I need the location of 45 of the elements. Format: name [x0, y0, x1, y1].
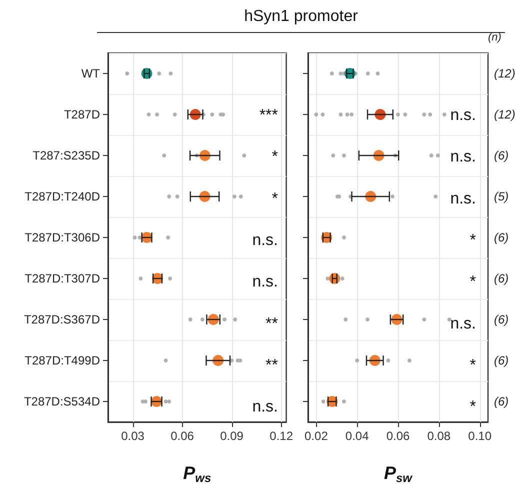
y-tick-label: T287D:T240D	[24, 190, 100, 204]
x-tick-label: 0.06	[386, 429, 410, 443]
y2-axis-title: (n)	[488, 32, 502, 44]
x-tick-label: 0.02	[304, 429, 328, 443]
annotation: *	[470, 398, 476, 416]
annotation: *	[272, 190, 278, 208]
annotation: *	[470, 357, 476, 374]
annotation: **	[266, 357, 278, 374]
annotation: n.s.	[450, 107, 476, 124]
annotation: n.s.	[450, 315, 476, 332]
y2-tick-label: (5)	[494, 190, 509, 204]
y2-tick-label: (6)	[494, 272, 509, 286]
x-tick-label: 0.12	[270, 429, 294, 443]
annotation: *	[272, 148, 278, 166]
y-tick-label: WT	[81, 66, 101, 80]
y2-tick-label: (6)	[494, 394, 509, 408]
y-tick-label: T287D:T306D	[24, 230, 100, 244]
y2-tick-label: (6)	[494, 230, 509, 244]
y-tick-label: T287D	[64, 108, 100, 122]
annotation: n.s.	[450, 148, 476, 166]
annotation: n.s.	[450, 190, 476, 208]
y-tick-label: T287:S235D	[32, 148, 100, 162]
annotation: n.s.	[252, 398, 278, 416]
annotation: n.s.	[252, 232, 278, 249]
y-tick-label: T287D:T307D	[24, 272, 100, 286]
x-tick-label: 0.10	[468, 429, 492, 443]
annotation: ***	[259, 107, 278, 124]
x-tick-label: 0.08	[427, 429, 451, 443]
annotation: *	[470, 274, 476, 291]
y2-tick-label: (6)	[494, 354, 509, 368]
y2-tick-label: (12)	[494, 66, 516, 80]
chart-title: hSyn1 promoter	[97, 8, 505, 33]
y-tick-label: T287D:S367D	[24, 312, 100, 326]
y2-tick-label: (12)	[494, 108, 516, 122]
annotation: **	[266, 315, 278, 332]
y-tick-label: T287D:T499D	[24, 354, 100, 368]
x-tick-label: 0.03	[121, 429, 145, 443]
y2-tick-label: (6)	[494, 148, 509, 162]
annotation: n.s.	[252, 274, 278, 291]
x-tick-label: 0.04	[345, 429, 370, 443]
annotation: *	[470, 232, 476, 249]
x-tick-label: 0.06	[170, 429, 194, 443]
y-tick-label: T287D:S534D	[24, 394, 100, 408]
y2-tick-label: (6)	[494, 312, 509, 326]
x-tick-label: 0.09	[220, 429, 244, 443]
